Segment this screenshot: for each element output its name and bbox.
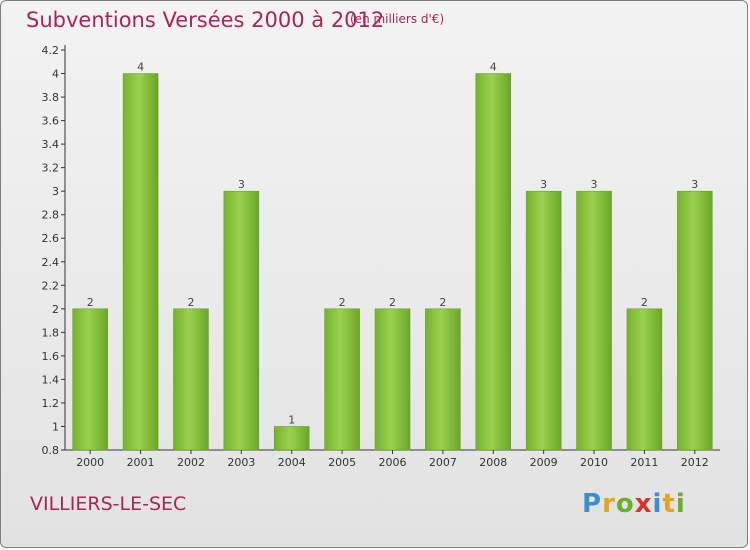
- y-tick-label: 1: [52, 420, 59, 433]
- bar: [425, 308, 461, 451]
- data-label: 3: [591, 178, 598, 191]
- bar: [324, 308, 360, 451]
- data-label: 3: [238, 178, 245, 191]
- x-tick-label: 2002: [177, 456, 205, 469]
- data-label: 2: [641, 296, 648, 309]
- y-tick-label: 2: [52, 303, 59, 316]
- bar: [374, 308, 411, 451]
- y-tick-label: 3.4: [42, 138, 60, 151]
- y-tick-label: 1.4: [42, 373, 60, 386]
- y-tick-label: 1.8: [42, 326, 60, 339]
- data-label: 2: [339, 296, 346, 309]
- bar: [173, 308, 209, 451]
- y-tick-label: 3: [52, 185, 59, 198]
- data-label: 3: [540, 178, 547, 191]
- town-name: VILLIERS-LE-SEC: [30, 493, 187, 515]
- y-tick-label: 2.4: [42, 256, 60, 269]
- x-tick-label: 2000: [76, 456, 104, 469]
- x-tick-label: 2004: [278, 456, 306, 469]
- bar: [273, 426, 310, 451]
- proxiti-logo: Proxiti: [582, 489, 686, 519]
- y-tick-label: 4.2: [42, 44, 60, 57]
- bar: [525, 190, 562, 451]
- y-tick-label: 2.2: [42, 279, 60, 292]
- bar: [72, 308, 108, 451]
- x-tick-label: 2008: [479, 456, 507, 469]
- y-tick-label: 3.6: [42, 115, 60, 128]
- bar: [223, 190, 260, 451]
- x-tick-label: 2001: [127, 456, 155, 469]
- data-label: 1: [288, 413, 295, 426]
- x-tick-label: 2012: [681, 456, 709, 469]
- y-tick-label: 1.2: [42, 397, 60, 410]
- x-tick-label: 2010: [580, 456, 608, 469]
- bar: [122, 73, 159, 451]
- data-label: 2: [87, 296, 94, 309]
- y-tick-label: 1.6: [42, 350, 60, 363]
- data-label: 4: [137, 61, 144, 74]
- y-tick-label: 2.6: [42, 232, 60, 245]
- x-tick-label: 2003: [227, 456, 255, 469]
- chart-subtitle: (en milliers d'€): [350, 12, 445, 26]
- bar: [475, 73, 512, 451]
- bar: [626, 308, 663, 451]
- data-label: 3: [691, 178, 698, 191]
- x-tick-label: 2005: [328, 456, 356, 469]
- x-tick-label: 2011: [630, 456, 658, 469]
- y-tick-label: 2.8: [42, 209, 60, 222]
- data-label: 2: [187, 296, 194, 309]
- y-tick-label: 3.8: [42, 91, 60, 104]
- bar: [677, 190, 713, 451]
- chart-title: Subventions Versées 2000 à 2012: [26, 8, 385, 32]
- data-label: 4: [490, 61, 497, 74]
- bar: [576, 190, 612, 451]
- x-tick-label: 2009: [530, 456, 558, 469]
- x-tick-label: 2007: [429, 456, 457, 469]
- data-label: 2: [389, 296, 396, 309]
- y-tick-label: 3.2: [42, 162, 60, 175]
- data-label: 2: [439, 296, 446, 309]
- y-tick-label: 4: [52, 68, 59, 81]
- y-tick-label: 0.8: [42, 444, 60, 457]
- x-tick-label: 2006: [379, 456, 407, 469]
